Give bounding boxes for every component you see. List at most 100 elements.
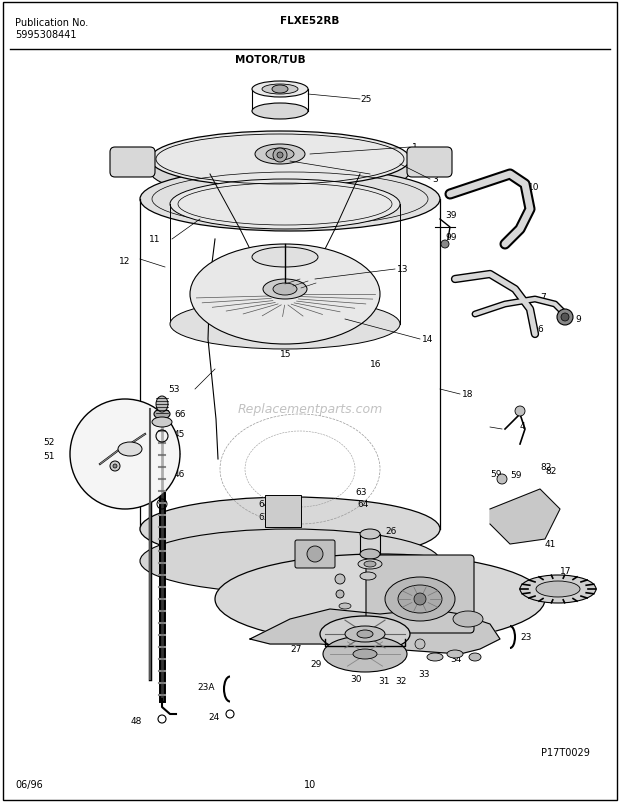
Text: 33: 33 (418, 670, 430, 679)
Circle shape (277, 153, 283, 159)
Text: 5995308441: 5995308441 (15, 30, 76, 40)
Ellipse shape (266, 149, 294, 161)
Text: 13: 13 (397, 265, 409, 274)
Text: 40: 40 (455, 560, 466, 569)
Ellipse shape (364, 561, 376, 567)
Ellipse shape (357, 630, 373, 638)
Text: 45: 45 (174, 430, 185, 439)
Text: 82: 82 (540, 463, 551, 472)
Circle shape (414, 593, 426, 605)
Ellipse shape (273, 283, 297, 296)
Ellipse shape (150, 144, 410, 200)
Text: 58: 58 (316, 575, 328, 584)
Circle shape (307, 546, 323, 562)
Text: 24: 24 (209, 712, 220, 722)
Text: 47: 47 (123, 407, 134, 416)
Ellipse shape (469, 653, 481, 661)
Ellipse shape (398, 585, 442, 613)
Ellipse shape (360, 573, 376, 581)
Ellipse shape (215, 554, 545, 644)
Ellipse shape (339, 603, 351, 609)
Text: 46: 46 (174, 470, 185, 479)
Text: Replacementparts.com: Replacementparts.com (237, 403, 383, 416)
Text: 61: 61 (304, 601, 316, 611)
Ellipse shape (170, 180, 400, 230)
Circle shape (273, 149, 287, 163)
Ellipse shape (170, 300, 400, 349)
Text: 59: 59 (510, 471, 521, 480)
Text: 23: 23 (520, 633, 531, 642)
Ellipse shape (252, 82, 308, 98)
Text: 38: 38 (410, 642, 422, 652)
Text: 50: 50 (360, 601, 371, 611)
Ellipse shape (255, 145, 305, 165)
Ellipse shape (272, 86, 288, 94)
Circle shape (557, 310, 573, 325)
Text: 82: 82 (545, 467, 556, 476)
Circle shape (415, 639, 425, 649)
Text: 39: 39 (445, 210, 456, 219)
Ellipse shape (263, 279, 307, 300)
Ellipse shape (320, 616, 410, 652)
Text: P17T0029: P17T0029 (541, 747, 590, 757)
Text: 35: 35 (462, 603, 474, 612)
Text: Publication No.: Publication No. (15, 18, 88, 28)
Circle shape (335, 574, 345, 585)
FancyBboxPatch shape (265, 495, 301, 528)
Circle shape (497, 475, 507, 484)
Ellipse shape (140, 497, 440, 561)
Ellipse shape (360, 549, 380, 560)
Ellipse shape (154, 410, 170, 419)
Circle shape (70, 400, 180, 509)
Text: 1: 1 (412, 143, 418, 153)
Text: 51: 51 (43, 452, 55, 461)
Text: 36: 36 (472, 603, 484, 612)
Ellipse shape (156, 397, 168, 413)
Text: 3: 3 (432, 175, 438, 184)
Ellipse shape (190, 245, 380, 344)
Text: 59: 59 (490, 470, 502, 479)
Text: 63: 63 (259, 513, 270, 522)
Text: 53: 53 (169, 385, 180, 394)
Ellipse shape (536, 581, 580, 597)
Text: 52: 52 (43, 438, 55, 447)
Ellipse shape (360, 529, 380, 540)
Text: 49: 49 (123, 440, 134, 449)
Text: 11: 11 (149, 235, 160, 244)
FancyBboxPatch shape (295, 540, 335, 569)
Text: 66: 66 (174, 410, 185, 419)
Text: 14: 14 (422, 335, 433, 344)
Circle shape (113, 464, 117, 468)
Text: 64: 64 (249, 595, 260, 604)
Text: 26: 26 (385, 527, 396, 536)
Ellipse shape (323, 636, 407, 672)
Ellipse shape (447, 650, 463, 658)
Ellipse shape (520, 575, 596, 603)
Text: 21: 21 (385, 560, 396, 569)
Text: 63: 63 (355, 488, 366, 497)
Text: 30: 30 (350, 675, 361, 683)
Ellipse shape (152, 418, 172, 427)
Text: 20: 20 (380, 573, 391, 582)
Text: 2: 2 (372, 170, 378, 179)
Circle shape (336, 590, 344, 598)
Text: 43: 43 (338, 535, 350, 544)
Text: 7: 7 (540, 293, 546, 302)
Ellipse shape (385, 577, 455, 622)
Text: MOTOR/TUB: MOTOR/TUB (235, 55, 305, 65)
Ellipse shape (252, 247, 318, 267)
Text: 4: 4 (520, 422, 526, 431)
Text: 10: 10 (528, 183, 539, 192)
Ellipse shape (140, 529, 440, 593)
Circle shape (561, 314, 569, 321)
Text: 27: 27 (290, 645, 301, 654)
Polygon shape (250, 609, 500, 654)
Text: 64: 64 (259, 500, 270, 509)
Ellipse shape (345, 626, 385, 642)
Text: 9: 9 (575, 315, 581, 324)
Text: 60: 60 (314, 589, 325, 599)
Ellipse shape (150, 132, 410, 188)
Text: 15: 15 (280, 350, 291, 359)
Polygon shape (490, 489, 560, 544)
Text: FLXE52RB: FLXE52RB (280, 16, 340, 26)
